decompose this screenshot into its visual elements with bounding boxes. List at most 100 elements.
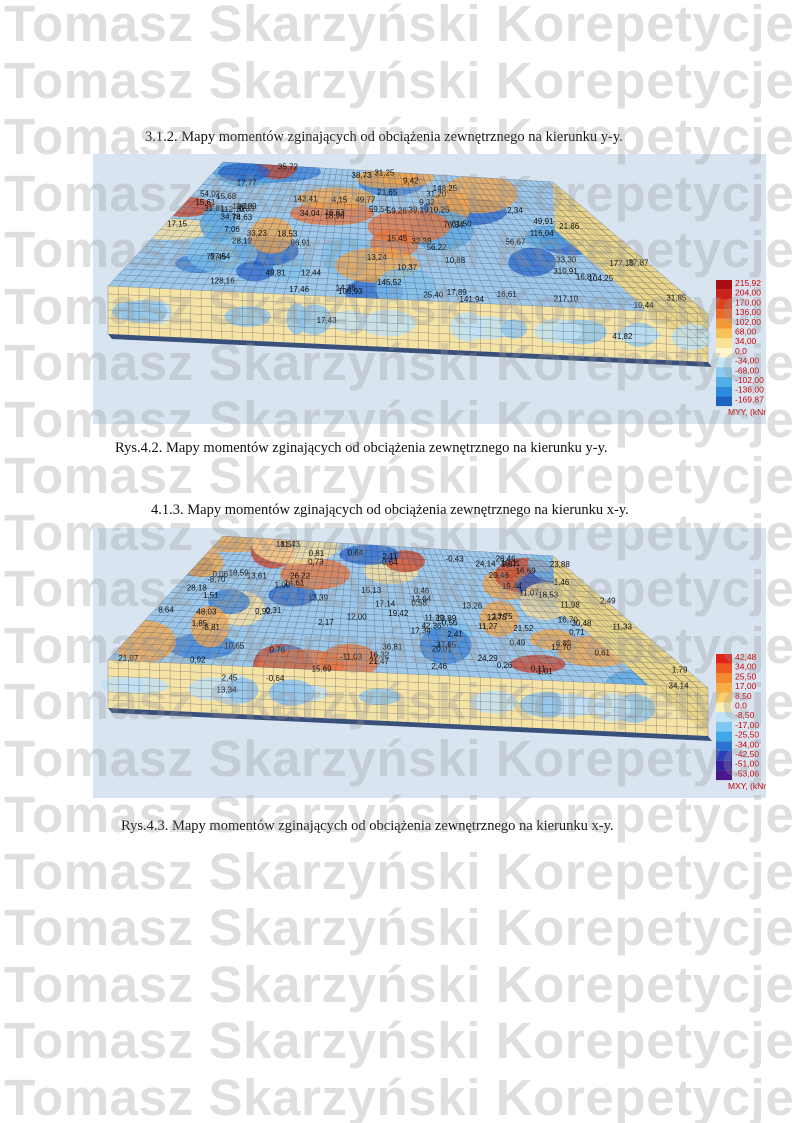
moment-value-label: 34,14 bbox=[669, 682, 690, 691]
moment-value-label: 49,77 bbox=[355, 196, 376, 205]
moment-value-label: 76,34 bbox=[443, 221, 464, 230]
legend-swatch bbox=[716, 299, 732, 310]
moment-value-label: 54,02 bbox=[200, 190, 221, 199]
moment-value-label: 112,10 bbox=[220, 205, 244, 214]
moment-value-label: 2,11 bbox=[382, 552, 398, 561]
moment-value-label: 19,11 bbox=[501, 559, 521, 568]
moment-value-label: 0,64 bbox=[382, 558, 398, 567]
legend-swatch bbox=[716, 318, 732, 329]
moment-value-label: 13,24 bbox=[367, 253, 388, 262]
legend-swatch bbox=[716, 760, 732, 771]
moment-value-label: 10,37 bbox=[397, 263, 418, 272]
moment-value-label: 1,46 bbox=[554, 578, 570, 587]
moment-value-label: 17,15 bbox=[167, 219, 188, 228]
moment-value-label: 1,01 bbox=[537, 667, 553, 676]
moment-value-label: 17,43 bbox=[317, 316, 338, 325]
moment-value-label: 21,07 bbox=[118, 654, 139, 663]
legend-value: -17,00 bbox=[735, 720, 759, 730]
moment-value-label: -0,64 bbox=[266, 674, 285, 683]
moment-value-label: 25,40 bbox=[423, 290, 444, 299]
moment-value-label: 31,81 bbox=[204, 204, 225, 213]
moment-value-label: 0,61 bbox=[594, 649, 610, 658]
moment-value-label: 13,26 bbox=[462, 602, 483, 611]
legend-swatch bbox=[716, 673, 732, 684]
moment-value-label: 12,75 bbox=[487, 613, 508, 622]
moment-value-label: 0,26 bbox=[497, 661, 513, 670]
moment-value-label: -8,70 bbox=[207, 575, 226, 584]
moment-value-label: 11,33 bbox=[613, 622, 633, 631]
legend-swatch bbox=[716, 663, 732, 674]
moment-value-label: 61,50 bbox=[452, 219, 473, 228]
moment-value-label: 1,85 bbox=[192, 619, 208, 628]
figure-myy-moment-map: 49,91 49,77 38,73 72,45 2,34 39,19 4,15 56,67 49… bbox=[93, 154, 766, 424]
moment-value-label: 0,49 bbox=[510, 638, 526, 647]
moment-value-label: 16,87 bbox=[576, 273, 597, 282]
legend-title: MYY, (kNm/m) bbox=[728, 407, 766, 417]
moment-value-label: 1,51 bbox=[203, 591, 219, 600]
moment-value-label: 17,77 bbox=[237, 179, 258, 188]
moment-value-label: 2,49 bbox=[600, 597, 616, 606]
moment-value-label: 2,17 bbox=[318, 618, 334, 627]
moment-value-label: 0,58 bbox=[411, 598, 427, 607]
moment-value-label: 24,14 bbox=[476, 560, 497, 569]
moment-value-label: 37,65 bbox=[436, 640, 457, 649]
moment-value-label: 0,31 bbox=[266, 606, 282, 615]
moment-value-label: 217,10 bbox=[554, 294, 579, 303]
legend-swatch bbox=[716, 396, 732, 407]
legend-swatch bbox=[716, 347, 732, 358]
legend-value: -169,87 bbox=[735, 394, 764, 404]
section-heading-4-1-3: 4.1.3. Mapy momentów zginających od obci… bbox=[151, 502, 629, 518]
watermark-line: Tomasz Skarzyński Korepetycje©Tomasz bbox=[4, 0, 794, 52]
legend-value: -102,00 bbox=[735, 375, 764, 385]
moment-value-label: 30,48 bbox=[571, 619, 592, 628]
moment-value-label: 106,93 bbox=[338, 287, 363, 296]
moment-value-label: 15,13 bbox=[361, 586, 382, 595]
moment-value-label: 12,44 bbox=[301, 269, 322, 278]
moment-value-label: 11,07 bbox=[519, 588, 539, 597]
legend-value: 136,00 bbox=[735, 307, 761, 317]
legend-value: 170,00 bbox=[735, 297, 761, 307]
moment-value-label: 19,42 bbox=[388, 609, 409, 618]
moment-value-label: 12,70 bbox=[551, 643, 572, 652]
moment-value-label: 6,85 bbox=[556, 639, 572, 648]
moment-value-label: 20,01 bbox=[432, 645, 453, 654]
legend-value: -34,00 bbox=[735, 739, 759, 749]
moment-value-label: 14,36 bbox=[336, 284, 357, 293]
moment-value-label: 72,45 bbox=[206, 253, 227, 262]
moment-value-label: 7,06 bbox=[224, 225, 240, 234]
moment-value-label: 10,65 bbox=[224, 641, 245, 650]
legend-swatch bbox=[716, 692, 732, 703]
legend-value: -34,00 bbox=[735, 356, 759, 366]
legend-swatch bbox=[716, 654, 732, 664]
moment-value-label: 33,30 bbox=[556, 255, 577, 264]
legend-value: 0,0 bbox=[735, 701, 747, 711]
legend-value: 204,00 bbox=[735, 288, 761, 298]
legend-value: 42,48 bbox=[735, 652, 757, 662]
moment-value-label: 9,87 bbox=[501, 560, 517, 569]
moment-value-label: 0,33 bbox=[239, 204, 255, 213]
watermark-line: Tomasz Skarzyński Korepetycje©Tomasz bbox=[4, 51, 794, 109]
moment-value-label: 0,76 bbox=[270, 646, 286, 655]
moment-value-label: 9,42 bbox=[403, 177, 419, 186]
moment-value-label: 12,00 bbox=[347, 613, 368, 622]
moment-value-label: 0,46 bbox=[414, 587, 430, 596]
moment-value-label: 4,15 bbox=[332, 195, 348, 204]
moment-value-label: 13,75 bbox=[493, 612, 514, 621]
moment-value-label: 15,69 bbox=[312, 664, 333, 673]
moment-value-label: 0,92 bbox=[190, 656, 206, 665]
legend-value: 102,00 bbox=[735, 317, 761, 327]
moment-value-label: 10,88 bbox=[445, 256, 466, 265]
moment-map-image-myy: 49,91 49,77 38,73 72,45 2,34 39,19 4,15 56,67 49… bbox=[93, 154, 766, 424]
moment-value-label: 0,81 bbox=[309, 549, 325, 558]
moment-value-label: 0,92 bbox=[255, 607, 271, 616]
moment-value-label: 18,96 bbox=[324, 212, 345, 221]
moment-value-label: 16,70 bbox=[558, 615, 579, 624]
moment-value-label: 31,20 bbox=[426, 189, 447, 198]
watermark-line: Tomasz Skarzyński Korepetycje©Tomasz bbox=[4, 955, 794, 1013]
moment-value-label: 16,32 bbox=[369, 651, 390, 660]
moment-value-label: 18,59 bbox=[229, 568, 250, 577]
moment-value-label: 10,25 bbox=[429, 205, 450, 214]
moment-value-label: 11,29 bbox=[424, 614, 444, 623]
legend-swatch bbox=[716, 386, 732, 397]
moment-value-label: 42,36 bbox=[421, 622, 442, 631]
